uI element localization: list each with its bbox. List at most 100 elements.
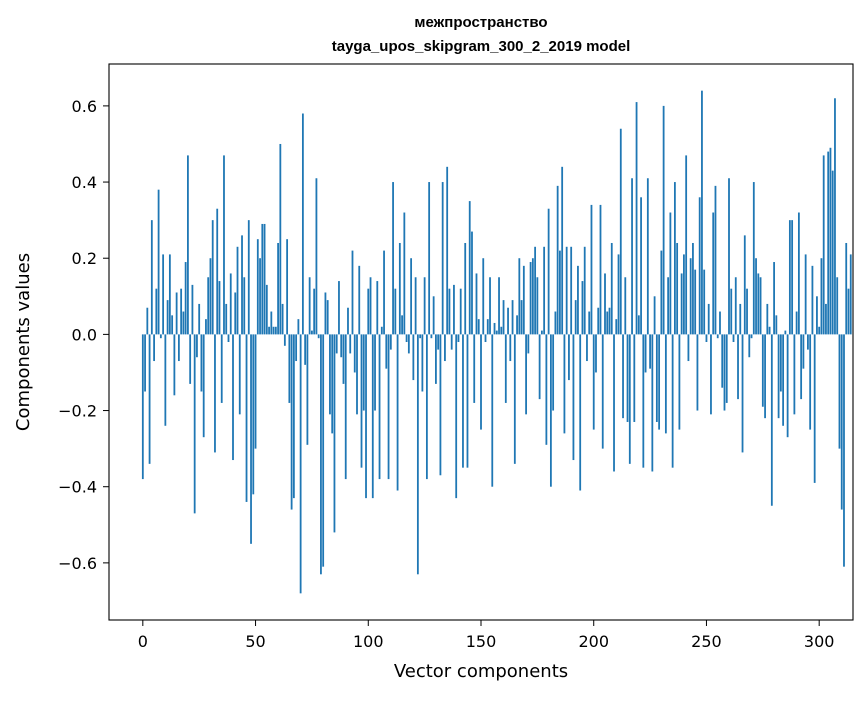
bar-277 [766, 303, 769, 335]
bar-10 [164, 334, 167, 426]
bar-290 [795, 311, 798, 335]
bar-35 [220, 334, 223, 403]
x-tick-label: 250 [691, 632, 722, 651]
bar-299 [816, 296, 818, 335]
bar-305 [829, 147, 832, 335]
bar-21 [189, 334, 192, 384]
bar-89 [342, 334, 345, 384]
bar-249 [703, 269, 706, 335]
bar-54 [263, 223, 266, 335]
bar-127 [428, 182, 431, 335]
bar-218 [633, 334, 636, 422]
bar-55 [265, 284, 268, 335]
bar-308 [836, 277, 839, 335]
bar-91 [347, 307, 349, 335]
bar-174 [534, 246, 537, 335]
bar-98 [362, 334, 365, 411]
bar-255 [716, 334, 719, 339]
bar-273 [757, 273, 760, 335]
y-tick-label: −0.6 [58, 554, 97, 573]
bar-59 [274, 326, 277, 335]
bar-198 [588, 311, 591, 335]
bar-179 [545, 334, 548, 445]
bar-274 [759, 277, 762, 335]
bar-189 [568, 334, 570, 381]
bar-263 [734, 277, 737, 335]
bar-44 [241, 235, 243, 335]
bar-128 [430, 334, 433, 339]
bar-191 [572, 334, 575, 461]
bar-212 [619, 128, 622, 335]
bar-256 [719, 311, 721, 335]
bar-61 [279, 143, 282, 335]
bar-163 [509, 334, 512, 362]
bar-204 [601, 334, 604, 449]
bar-30 [209, 258, 212, 335]
bar-223 [644, 334, 647, 373]
bar-122 [416, 334, 419, 575]
y-tick-label: 0.0 [72, 325, 97, 344]
bar-34 [218, 281, 221, 335]
bar-149 [477, 319, 480, 335]
bar-104 [376, 281, 379, 335]
bar-161 [504, 334, 507, 403]
bar-157 [495, 330, 498, 335]
bar-207 [608, 307, 611, 335]
bar-121 [414, 277, 417, 335]
bar-182 [552, 334, 555, 411]
bar-309 [838, 334, 841, 449]
bar-311 [843, 334, 845, 567]
bar-297 [811, 265, 814, 335]
bar-304 [827, 151, 830, 335]
bar-221 [640, 197, 642, 335]
bar-111 [392, 182, 394, 335]
bar-112 [394, 288, 397, 335]
bar-201 [595, 334, 597, 373]
bar-105 [378, 334, 381, 480]
bar-141 [459, 288, 462, 335]
bar-148 [475, 273, 478, 335]
x-tick-label: 150 [466, 632, 497, 651]
bar-132 [439, 334, 442, 476]
bar-114 [398, 242, 401, 335]
bar-135 [446, 166, 449, 335]
bar-194 [579, 334, 582, 491]
bar-73 [306, 334, 309, 445]
bar-67 [292, 334, 295, 499]
bar-95 [356, 334, 358, 415]
bar-74 [308, 277, 311, 335]
bar-108 [385, 334, 388, 369]
bar-72 [304, 334, 307, 365]
y-axis-ticks: −0.6 −0.4 −0.2 0.0 0.2 0.4 0.6 [58, 97, 109, 573]
y-axis-label: Components values [13, 253, 34, 431]
bar-24 [196, 334, 198, 358]
bar-143 [464, 242, 467, 335]
bar-200 [592, 334, 595, 430]
bar-169 [522, 265, 525, 335]
bar-102 [371, 334, 374, 499]
bar-220 [637, 315, 640, 335]
bar-307 [834, 98, 836, 335]
bar-0 [141, 334, 144, 480]
bar-156 [493, 322, 496, 335]
bar-229 [658, 334, 661, 430]
bar-126 [425, 334, 428, 480]
bar-7 [157, 189, 160, 335]
bar-267 [743, 235, 746, 335]
bar-259 [725, 334, 728, 403]
bar-47 [247, 220, 250, 335]
chart-title-line2: tayga_upos_skipgram_300_2_2019 model [332, 38, 631, 55]
bar-197 [586, 334, 588, 362]
bar-69 [297, 319, 300, 335]
bar-19 [184, 262, 187, 335]
bar-279 [770, 334, 773, 506]
bar-52 [259, 258, 261, 335]
bar-56 [268, 326, 270, 335]
bar-11 [166, 300, 169, 335]
y-tick-label: −0.2 [58, 402, 97, 421]
bar-63 [283, 334, 286, 346]
bar-185 [559, 250, 561, 335]
bar-18 [182, 311, 185, 335]
bar-152 [484, 334, 487, 342]
